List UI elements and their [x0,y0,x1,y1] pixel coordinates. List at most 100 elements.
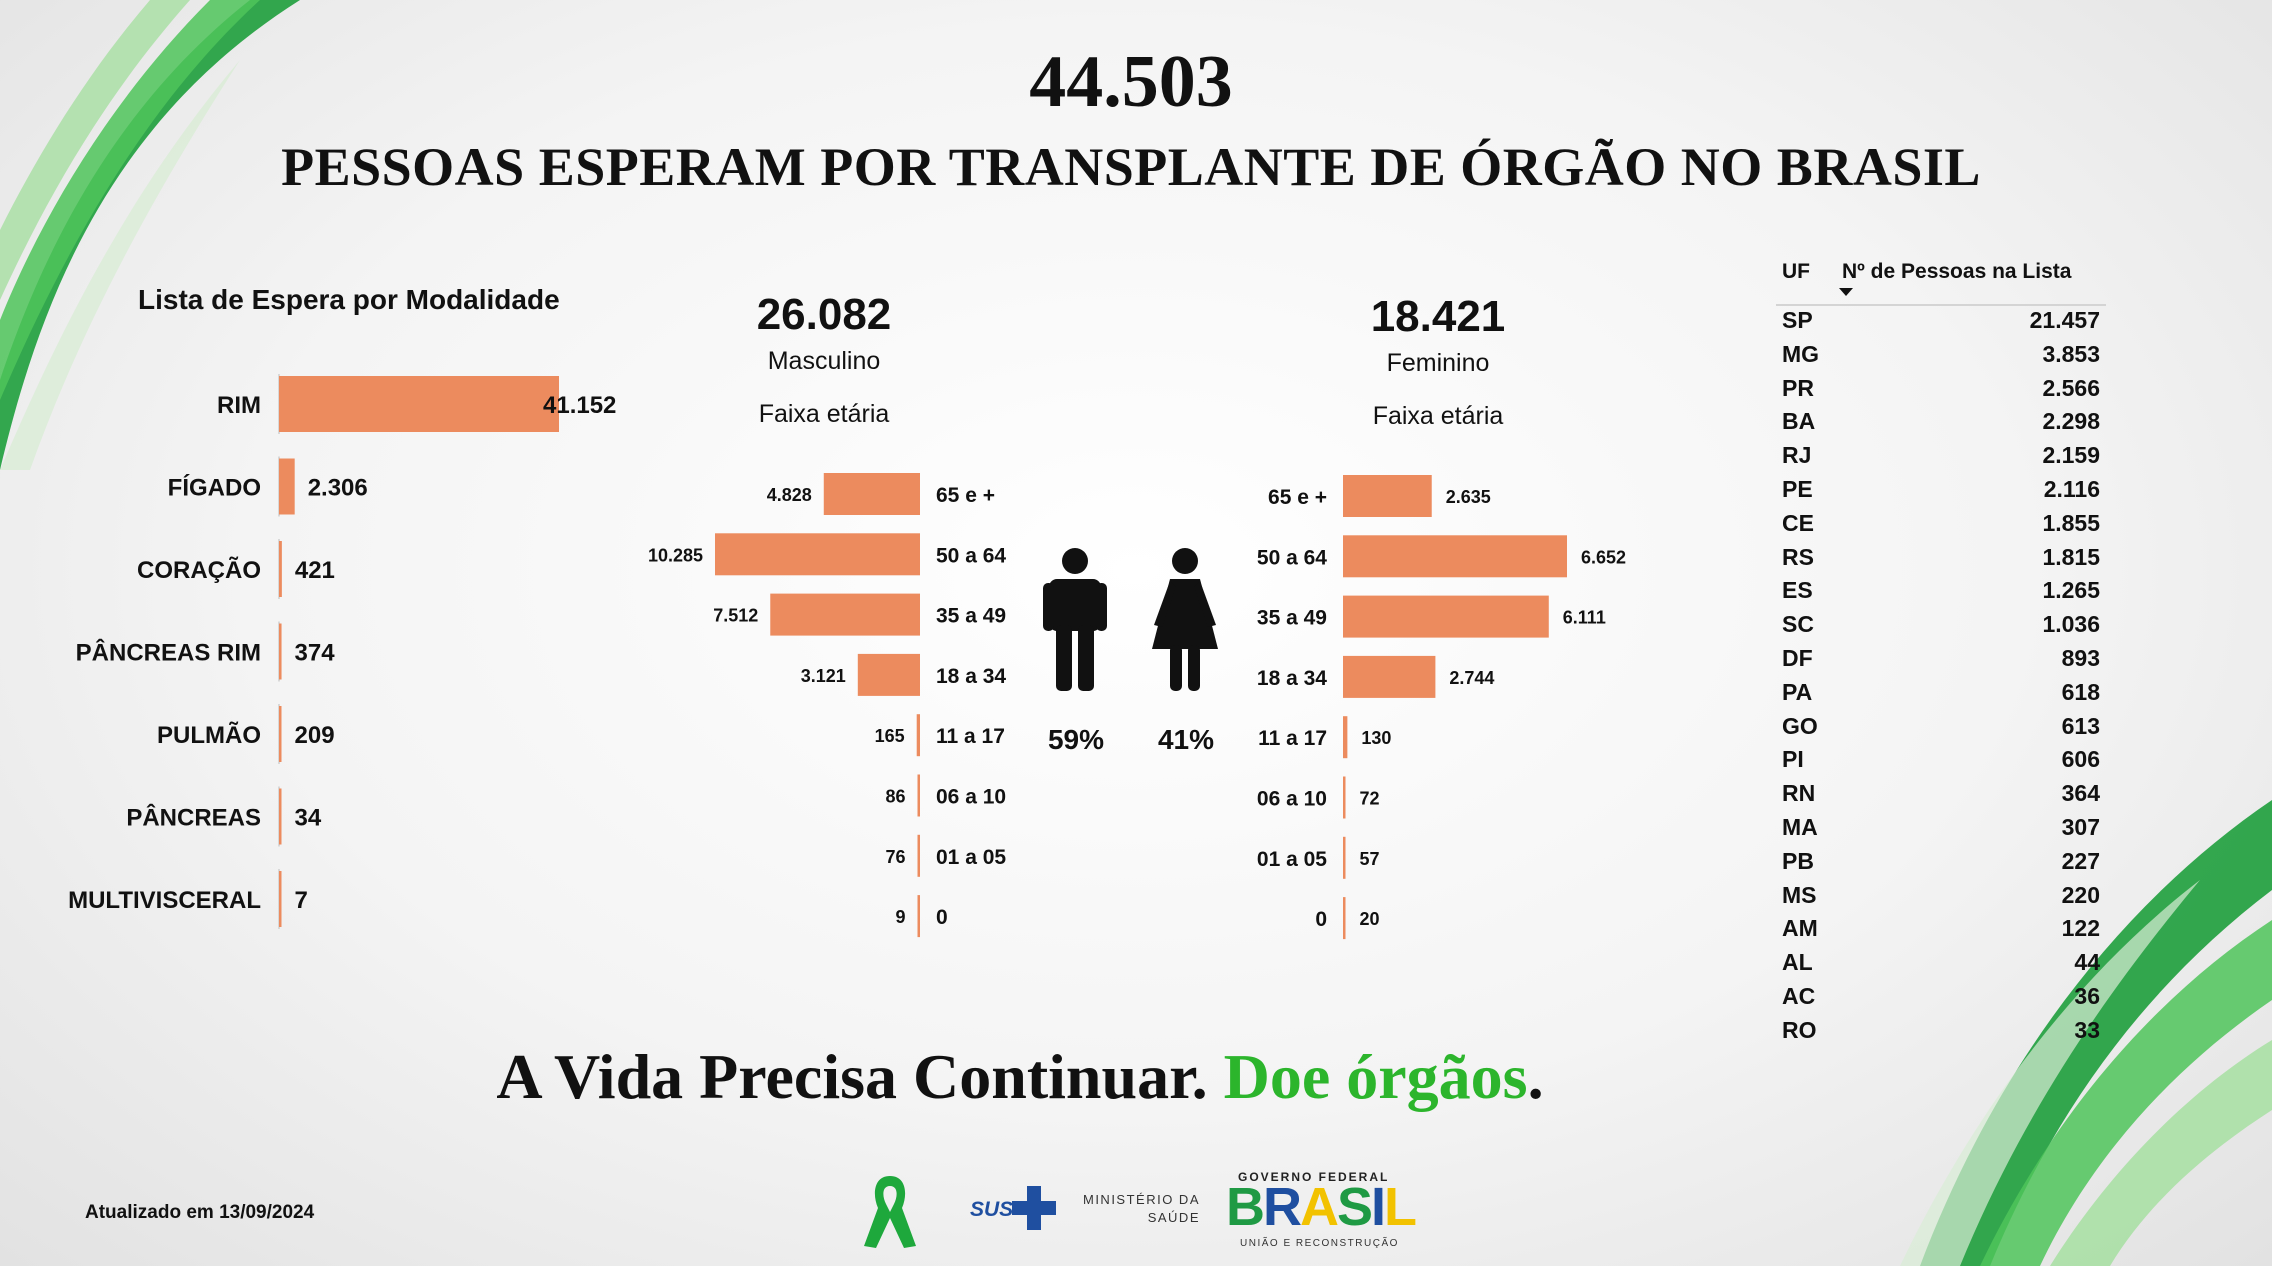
uf-table-row-count[interactable]: 36 [2074,983,2100,1009]
modality-value-label: 7 [295,887,308,914]
female-age-value-label: 6.652 [1581,547,1626,567]
modality-bar [279,376,559,432]
male-age-bar [917,895,920,938]
green-ribbon-icon [864,1176,916,1248]
modality-value-label: 374 [295,640,336,667]
male-age-value-label: 3.121 [801,666,846,686]
female-age-value-label: 130 [1361,728,1391,748]
uf-table-row-count[interactable]: 606 [2061,746,2100,773]
female-age-value-label: 2.744 [1449,668,1494,688]
uf-table-row-count[interactable]: 44 [2074,949,2100,976]
left-green-swoosh [0,0,300,470]
uf-table-row-count[interactable]: 122 [2061,915,2100,942]
ministry-line2: SAÚDE [1147,1210,1200,1225]
male-age-category-label: 50 a 64 [936,544,1006,567]
gov-slogan: UNIÃO E RECONSTRUÇÃO [1240,1238,1399,1249]
female-age-category-label: 0 [1315,908,1327,931]
uf-table-row-count[interactable]: 1.265 [2042,577,2100,604]
uf-table-row-count[interactable]: 1.036 [2042,611,2100,638]
uf-table-row-state[interactable]: SC [1782,611,1814,638]
uf-table-row-count[interactable]: 2.566 [2042,374,2100,401]
campaign-motto: A Vida Precisa Continuar. Doe órgãos. [0,1040,2040,1114]
uf-table-row-count[interactable]: 2.116 [2043,476,2100,502]
male-age-value-label: 9 [895,907,905,927]
uf-table-row-state[interactable]: GO [1782,712,1818,739]
male-percent: 59% [1047,724,1105,755]
male-age-category-label: 01 a 05 [936,846,1006,869]
uf-table-row-state[interactable]: PR [1782,374,1814,401]
uf-table-row-state[interactable]: PE [1782,476,1813,502]
female-age-category-label: 18 a 34 [1257,667,1327,690]
table-header-divider [1776,304,2106,306]
male-age-value-label: 4.828 [767,485,812,505]
male-age-bar [857,653,920,696]
male-age-bar [917,834,920,877]
male-age-value-label: 86 [885,787,905,807]
female-age-category-label: 11 a 17 [1258,727,1327,750]
male-age-category-label: 0 [936,906,948,929]
uf-table-row-state[interactable]: PB [1782,847,1814,874]
female-age-bar [1343,897,1346,940]
uf-table-row-state[interactable]: CE [1782,509,1814,536]
uf-table-row-state[interactable]: DF [1782,645,1813,671]
uf-table-row-count[interactable]: 2.159 [2042,442,2100,469]
uf-table-row-state[interactable]: SP [1782,307,1813,333]
uf-table-row-state[interactable]: BA [1782,408,1816,435]
uf-table-row-count[interactable]: 1.815 [2042,543,2100,570]
uf-table-row-count[interactable]: 33 [2074,1016,2100,1043]
modality-category-label: PULMÃO [157,721,261,749]
sort-desc-icon[interactable] [1839,288,1853,296]
modality-bar [279,623,282,680]
modality-bar [279,788,282,845]
uf-table-row-count[interactable]: 21.457 [2029,307,2100,333]
male-age-bar [770,593,920,636]
uf-table-row-state[interactable]: RN [1782,780,1816,807]
uf-table-row-state[interactable]: PA [1782,678,1813,705]
modality-bar [279,458,295,515]
female-age-label: Faixa etária [1372,402,1504,430]
modality-category-label: FÍGADO [168,474,261,502]
uf-table-row-state[interactable]: ES [1782,577,1813,604]
motto-donate: Doe órgãos [1223,1041,1528,1112]
modality-bar [279,706,282,762]
female-age-value-label: 2.635 [1446,487,1491,507]
uf-table-row-count[interactable]: 220 [2061,881,2100,908]
uf-table-row-count[interactable]: 618 [2061,678,2100,705]
male-age-bar [715,533,920,576]
male-age-category-label: 65 e + [936,484,995,507]
uf-table-row-count[interactable]: 1.855 [2042,509,2100,536]
uf-table-row-count[interactable]: 227 [2061,847,2100,874]
modality-chart-title: Lista de Espera por Modalidade [138,284,560,315]
male-age-category-label: 18 a 34 [936,665,1006,688]
male-age-category-label: 06 a 10 [936,786,1006,809]
uf-table-row-state[interactable]: RS [1782,543,1814,570]
uf-table-row-state[interactable]: AM [1782,915,1818,942]
modality-value-label: 209 [295,722,335,749]
uf-table-row-state[interactable]: AC [1782,983,1816,1009]
count-column-header[interactable]: Nº de Pessoas na Lista [1842,260,2072,283]
uf-table-row-state[interactable]: PI [1782,746,1804,773]
uf-table-row-state[interactable]: RJ [1782,442,1812,469]
uf-table-row-state[interactable]: AL [1782,949,1813,976]
uf-table-row-count[interactable]: 364 [2061,780,2100,807]
female-age-bar [1343,655,1436,698]
uf-column-header[interactable]: UF [1782,260,1810,283]
uf-table-row-count[interactable]: 3.853 [2042,340,2100,367]
uf-table-row-count[interactable]: 893 [2061,645,2100,671]
female-age-bar [1343,475,1432,517]
uf-table-row-state[interactable]: MS [1782,881,1817,908]
modality-category-label: CORAÇÃO [137,556,261,584]
male-total: 26.082 [756,290,892,339]
male-age-category-label: 11 a 17 [936,725,1005,748]
brasil-logo: BRASIL [1226,1177,1417,1237]
female-age-bar [1343,776,1346,819]
uf-table-row-count[interactable]: 307 [2061,814,2100,840]
female-age-category-label: 01 a 05 [1257,848,1327,871]
uf-table-row-count[interactable]: 2.298 [2042,408,2100,435]
uf-table-row-state[interactable]: MA [1782,814,1818,840]
female-age-value-label: 57 [1360,849,1380,869]
uf-table-row-state[interactable]: RO [1782,1016,1817,1043]
uf-table-row-state[interactable]: MG [1782,340,1820,367]
uf-table-row-count[interactable]: 613 [2061,712,2100,739]
